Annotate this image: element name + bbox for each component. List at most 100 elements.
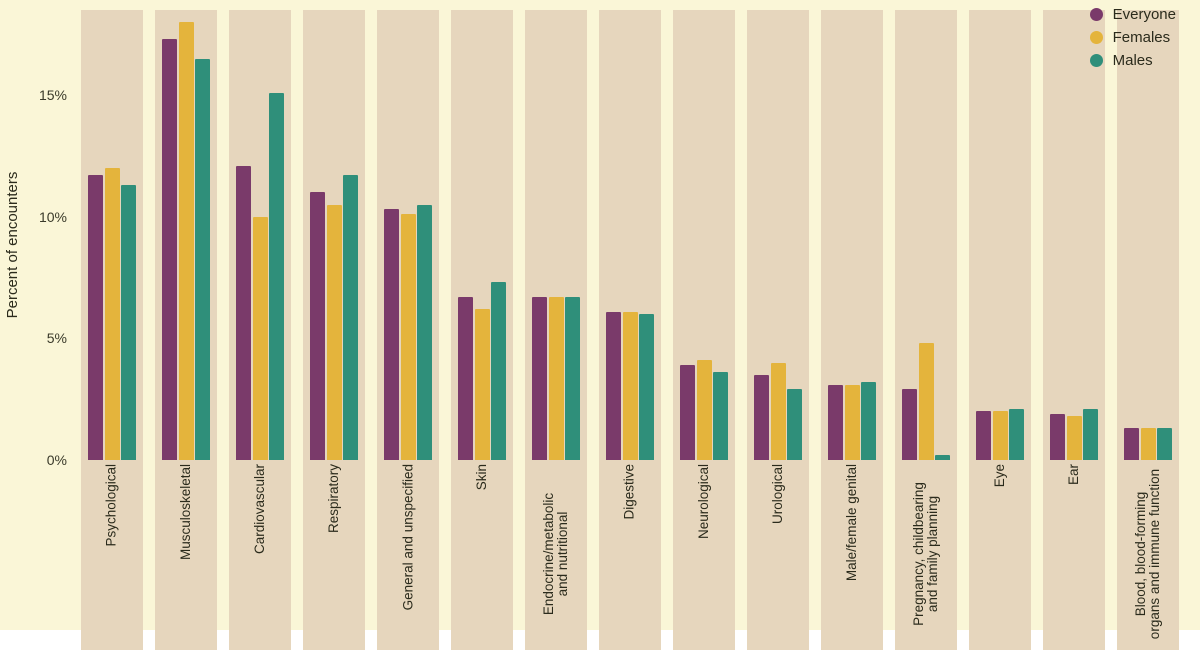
bar <box>1141 428 1156 460</box>
x-tick-label: Endocrine/metabolicand nutritional <box>542 464 570 644</box>
x-tick-label: General and unspecified <box>401 464 415 610</box>
y-tick-label: 0% <box>47 452 67 468</box>
bar <box>902 389 917 460</box>
category-slot <box>1037 10 1111 460</box>
legend-item: Everyone <box>1090 6 1176 23</box>
bar <box>327 205 342 460</box>
bar <box>919 343 934 460</box>
bar <box>179 22 194 460</box>
bar <box>1083 409 1098 460</box>
x-label-wrap: Eye <box>963 460 1037 650</box>
bar <box>269 93 284 460</box>
category-slot <box>1111 10 1185 460</box>
bar <box>343 175 358 460</box>
bar <box>236 166 251 460</box>
x-label-wrap: Psychological <box>75 460 149 650</box>
category-slot <box>963 10 1037 460</box>
x-tick-label: Male/female genital <box>845 464 859 581</box>
x-tick-label: Respiratory <box>327 464 341 533</box>
legend-dot-icon <box>1090 31 1103 44</box>
bar <box>771 363 786 460</box>
y-axis: Percent of encounters 0%5%10%15% <box>0 10 75 460</box>
x-label-wrap: Digestive <box>593 460 667 650</box>
bar <box>845 385 860 460</box>
category-slot <box>149 10 223 460</box>
category-slot <box>371 10 445 460</box>
x-label-wrap: Respiratory <box>297 460 371 650</box>
legend-label: Females <box>1113 29 1171 46</box>
bar <box>475 309 490 460</box>
bar <box>787 389 802 460</box>
bar <box>310 192 325 460</box>
bar <box>121 185 136 460</box>
bar <box>639 314 654 460</box>
bar <box>532 297 547 460</box>
x-label-wrap: Ear <box>1037 460 1111 650</box>
category-slot <box>667 10 741 460</box>
category-slot <box>223 10 297 460</box>
x-label-wrap: Urological <box>741 460 815 650</box>
category-slot <box>297 10 371 460</box>
x-label-wrap: Cardiovascular <box>223 460 297 650</box>
bar <box>105 168 120 460</box>
bar <box>401 214 416 460</box>
plot-area <box>75 10 1195 460</box>
x-tick-label: Psychological <box>105 464 119 547</box>
bar <box>549 297 564 460</box>
x-tick-label: Digestive <box>623 464 637 520</box>
legend: Everyone Females Males <box>1090 6 1176 75</box>
bar <box>195 59 210 460</box>
bar <box>384 209 399 460</box>
y-tick-label: 10% <box>39 209 67 225</box>
bar <box>697 360 712 460</box>
bar <box>1009 409 1024 460</box>
bar <box>1157 428 1172 460</box>
x-label-wrap: General and unspecified <box>371 460 445 650</box>
bar <box>713 372 728 460</box>
bar <box>88 175 103 460</box>
legend-label: Males <box>1113 52 1153 69</box>
x-tick-label: Urological <box>771 464 785 524</box>
bar <box>1124 428 1139 460</box>
x-label-wrap: Endocrine/metabolicand nutritional <box>519 460 593 650</box>
category-slot <box>75 10 149 460</box>
x-label-wrap: Neurological <box>667 460 741 650</box>
bar <box>253 217 268 460</box>
category-slot <box>519 10 593 460</box>
x-label-wrap: Skin <box>445 460 519 650</box>
legend-item: Males <box>1090 52 1176 69</box>
bar <box>976 411 991 460</box>
bar <box>417 205 432 460</box>
legend-label: Everyone <box>1113 6 1176 23</box>
legend-item: Females <box>1090 29 1176 46</box>
bar <box>828 385 843 460</box>
legend-dot-icon <box>1090 54 1103 67</box>
bar <box>754 375 769 460</box>
bar <box>861 382 876 460</box>
y-tick-label: 15% <box>39 87 67 103</box>
x-tick-label: Skin <box>475 464 489 490</box>
x-axis-labels: Psychological Musculoskeletal Cardiovascul… <box>75 460 1195 650</box>
category-slot <box>889 10 963 460</box>
bar <box>565 297 580 460</box>
category-slot <box>815 10 889 460</box>
y-tick-label: 5% <box>47 330 67 346</box>
y-axis-title: Percent of encounters <box>4 172 21 319</box>
bar <box>606 312 621 460</box>
x-tick-label: Ear <box>1067 464 1081 485</box>
bar <box>458 297 473 460</box>
x-tick-label: Musculoskeletal <box>179 464 193 560</box>
x-label-wrap: Pregnancy, childbearingand family planni… <box>889 460 963 650</box>
x-tick-label: Blood, blood-formingorgans and immune fu… <box>1134 464 1162 644</box>
x-tick-label: Eye <box>993 464 1007 487</box>
bar <box>623 312 638 460</box>
x-label-wrap: Blood, blood-formingorgans and immune fu… <box>1111 460 1185 650</box>
category-slot <box>445 10 519 460</box>
x-tick-label: Cardiovascular <box>253 464 267 554</box>
bar <box>491 282 506 460</box>
bar <box>1050 414 1065 460</box>
x-label-wrap: Male/female genital <box>815 460 889 650</box>
bar <box>993 411 1008 460</box>
category-slot <box>593 10 667 460</box>
bar <box>1067 416 1082 460</box>
